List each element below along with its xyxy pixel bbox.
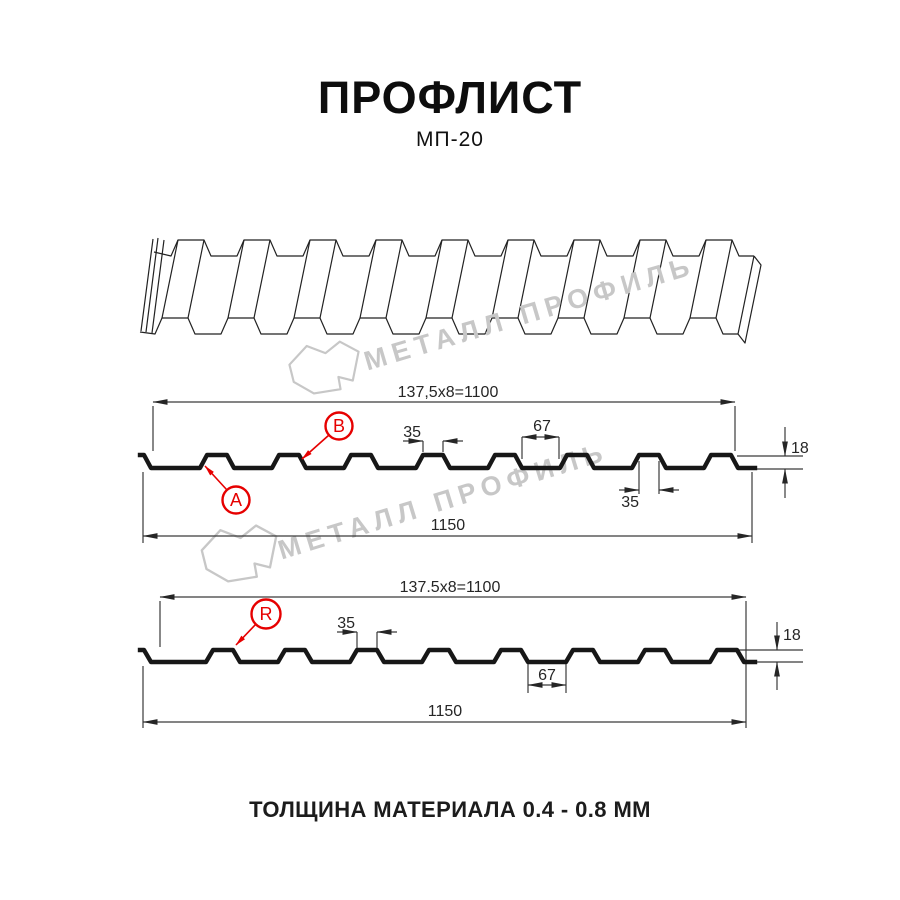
side-marker-r-label: R <box>260 604 273 624</box>
dim-label-35-bottom: 35 <box>621 494 639 511</box>
side-marker-r: R <box>235 598 282 646</box>
logo-outline <box>288 340 360 395</box>
side-marker-b: B <box>301 411 354 460</box>
side-marker-a-label: A <box>230 490 242 510</box>
cross-section-diagram-bottom: 137.5x8=1100 35 18 67 1150 <box>137 579 803 728</box>
dim-rib-top-35: 35 <box>337 615 397 648</box>
sheet-front-edge <box>139 317 738 335</box>
side-marker-b-label: B <box>333 416 345 436</box>
dim-label-67: 67 <box>538 667 556 684</box>
dim-height-18: 18 <box>737 622 803 690</box>
dim-label-18: 18 <box>791 440 809 457</box>
dim-label-67: 67 <box>533 418 551 435</box>
metall-profil-logo-watermark <box>288 340 360 395</box>
material-thickness-note: ТОЛЩИНА МАТЕРИАЛА 0.4 - 0.8 ММ <box>249 797 651 822</box>
dim-label-35: 35 <box>337 615 355 632</box>
dim-coverage-width: 137,5x8=1100 <box>152 384 736 451</box>
sheet-3d-drawing <box>138 236 763 345</box>
page-subtitle: МП-20 <box>416 128 484 151</box>
page-title: ПРОФЛИСТ <box>317 72 583 123</box>
dim-overall-width: 1150 <box>142 666 747 728</box>
dim-label-pitch: 137,5x8=1100 <box>398 384 499 401</box>
dim-valley-67: 67 <box>521 418 560 459</box>
dim-valley-67: 67 <box>527 664 567 693</box>
profile-cross-section <box>137 647 758 665</box>
dim-rib-top-35: 35 <box>403 424 463 452</box>
profile-cross-section <box>137 452 758 471</box>
sheet-back-edge <box>153 239 754 257</box>
dim-coverage-width: 137.5x8=1100 <box>159 579 747 728</box>
dim-label-1150: 1150 <box>431 517 466 534</box>
dim-label-35: 35 <box>403 424 421 441</box>
dim-overall-width: 1150 <box>142 472 753 543</box>
sheet-rib-lines <box>161 239 733 319</box>
cross-section-diagram-top: 137,5x8=1100 35 67 18 35 <box>137 384 809 543</box>
dim-label-pitch: 137.5x8=1100 <box>400 579 501 596</box>
side-marker-a: A <box>204 465 251 515</box>
dim-label-1150: 1150 <box>428 703 463 720</box>
sheet-cut-edge <box>140 237 165 334</box>
dim-height-18: 18 <box>737 427 809 498</box>
dim-rib-bottom-35: 35 <box>619 461 679 511</box>
dim-label-18: 18 <box>783 627 801 644</box>
sheet-right-edge <box>737 255 762 344</box>
